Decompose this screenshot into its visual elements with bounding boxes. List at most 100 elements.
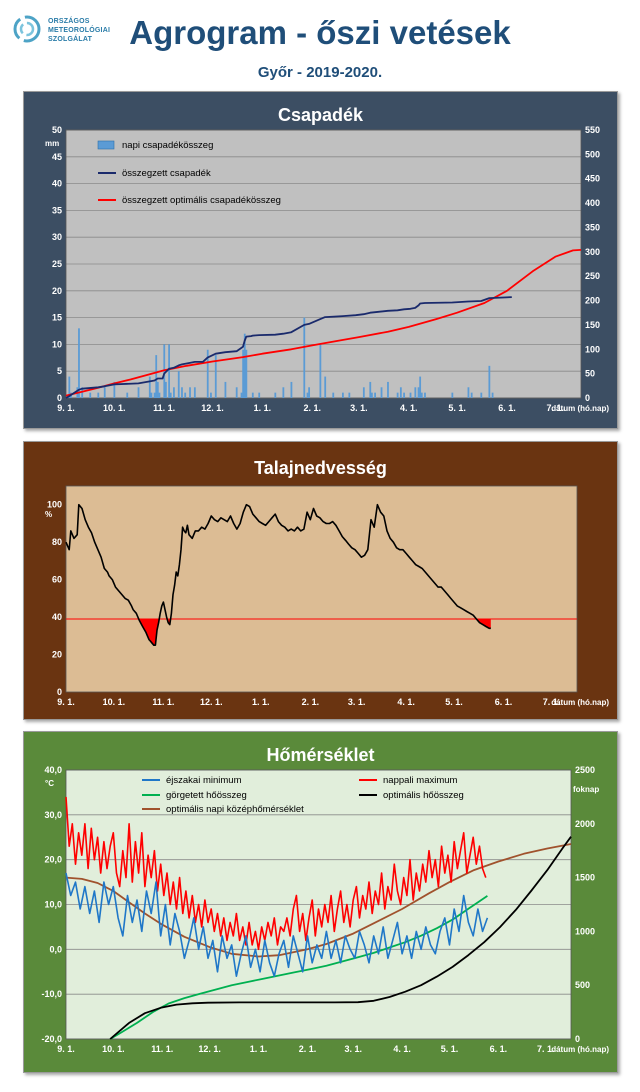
y2-tick-label: 0 [585, 393, 590, 403]
y-tick-label: -20,0 [41, 1034, 62, 1044]
precip-bar [251, 392, 254, 398]
y-axis-label: mm [45, 139, 59, 148]
x-tick-label: 11. 1. [153, 403, 175, 413]
precipitation-panel: Csapadék 0 5 10 15 20 25 30 35 40 45 50 0 50 100 150 200… [23, 91, 618, 429]
y-axis-label: °C [45, 779, 54, 788]
x-tick-label: 7. 1. [546, 403, 564, 413]
chart-title: Hőmérséklet [266, 745, 374, 765]
precip-bar [181, 387, 183, 398]
precip-bar [113, 381, 116, 398]
x-tick-label: 4. 1. [393, 1044, 411, 1054]
legend-label: összegzett csapadék [122, 168, 211, 179]
logo-line-1: ORSZÁGOS [48, 18, 90, 25]
x-tick-label: 6. 1. [490, 1044, 508, 1054]
precip-bar [184, 392, 187, 398]
x-tick-label: 12. 1. [198, 1044, 221, 1054]
y-tick-label: 0 [57, 393, 62, 403]
x-tick-label: 5. 1. [448, 403, 466, 413]
page-subtitle: Győr - 2019-2020. [257, 64, 383, 81]
precip-bar [78, 328, 80, 398]
precip-bar [420, 392, 423, 398]
precip-bar [150, 392, 153, 398]
x-tick-label: 1. 1. [254, 403, 272, 413]
precip-bar [103, 387, 106, 398]
soil-moisture-panel: Talajnedvesség 0 20 40 60 80 100 9. 1. 10. 1. 11.… [23, 441, 618, 720]
precip-bar [169, 392, 172, 398]
y-tick-label: 80 [52, 537, 62, 547]
chart-title: Csapadék [278, 105, 364, 125]
logo-line-3: SZOLGÁLAT [48, 36, 93, 43]
precip-bar [189, 387, 191, 398]
nightly-min-line [65, 872, 489, 977]
precip-bar [409, 392, 412, 398]
precip-bar [177, 371, 180, 398]
precip-bar [332, 392, 335, 398]
soil-moisture-line [65, 503, 491, 646]
y-tick-label: 10 [52, 339, 62, 349]
precip-bar [126, 392, 129, 398]
y2-tick-label: 400 [585, 198, 600, 208]
x-tick-label: 2. 1. [303, 403, 321, 413]
precip-bar [308, 387, 311, 398]
x-tick-label: 10. 1. [102, 1044, 125, 1054]
y-tick-label: 45 [52, 152, 62, 162]
y-tick-label: 0 [57, 687, 62, 697]
precip-bar [491, 392, 494, 398]
x-tick-label: 5. 1. [441, 1044, 459, 1054]
precip-bar [306, 392, 309, 398]
precip-bar [319, 344, 322, 398]
y-tick-label: 35 [52, 205, 62, 215]
legend-label: görgetett hőösszeg [166, 790, 247, 801]
precip-bar [467, 387, 470, 398]
optimal-precip-line [65, 249, 582, 397]
precip-bar [488, 365, 491, 398]
precip-bar [451, 392, 454, 398]
precip-bar [173, 387, 175, 398]
y2-tick-label: 150 [585, 320, 600, 330]
below-threshold-fill [476, 618, 491, 629]
x-tick-label: 12. 1. [200, 697, 223, 707]
precip-bar [242, 349, 245, 398]
precip-bar [348, 392, 351, 398]
cumulative-precip-line [65, 296, 512, 399]
precip-bar [424, 392, 426, 398]
precip-bar [137, 387, 140, 398]
x-tick-label: 9. 1. [57, 697, 75, 707]
x-tick-label: 9. 1. [57, 403, 75, 413]
precip-bar [324, 376, 327, 398]
y2-axis-label: foknap [573, 785, 599, 794]
y2-tick-label: 2500 [575, 765, 595, 775]
x-axis-label: dátum (hó.nap) [551, 404, 609, 413]
x-tick-label: 7. 1. [537, 1044, 555, 1054]
omsz-logo: ORSZÁGOS METEOROLÓGIAI SZOLGÁLAT [12, 12, 122, 52]
y-tick-label: 30 [52, 232, 62, 242]
x-tick-label: 3. 1. [348, 697, 366, 707]
precip-bar [470, 392, 473, 398]
x-tick-label: 11. 1. [151, 1044, 173, 1054]
y-tick-label: 20 [52, 286, 62, 296]
optimal-heat-sum-line [109, 836, 572, 1040]
x-tick-label: 6. 1. [495, 697, 513, 707]
precip-bar [303, 317, 306, 398]
y-tick-label: 15 [52, 313, 62, 323]
y2-tick-label: 550 [585, 125, 600, 135]
y2-tick-label: 100 [585, 344, 600, 354]
precip-bar [414, 387, 417, 398]
x-tick-label: 3. 1. [350, 403, 368, 413]
x-tick-label: 4. 1. [397, 697, 415, 707]
y2-tick-label: 1000 [575, 926, 595, 936]
y2-tick-label: 0 [575, 1034, 580, 1044]
x-tick-label: 5. 1. [445, 697, 463, 707]
y2-tick-label: 2000 [575, 819, 595, 829]
precip-bar [370, 392, 373, 398]
precip-bar [164, 381, 167, 398]
x-tick-label: 6. 1. [498, 403, 516, 413]
precip-bar [68, 376, 71, 398]
legend-label: összegzett optimális csapadékösszeg [122, 195, 281, 206]
y-tick-label: 60 [52, 575, 62, 585]
y2-tick-label: 300 [585, 247, 600, 257]
precipitation-chart: Csapadék05101520253035404550050100150200… [24, 92, 617, 428]
temperature-panel: Hőmérséklet -20,0 -10,0 0,0 10,0 20,0 30,0 40,0… [23, 731, 618, 1073]
precip-bar [214, 355, 217, 398]
legend-label: éjszakai minimum [166, 775, 242, 786]
